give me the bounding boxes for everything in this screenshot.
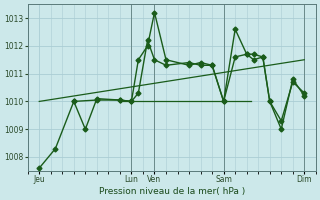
X-axis label: Pression niveau de la mer( hPa ): Pression niveau de la mer( hPa ) xyxy=(99,187,245,196)
